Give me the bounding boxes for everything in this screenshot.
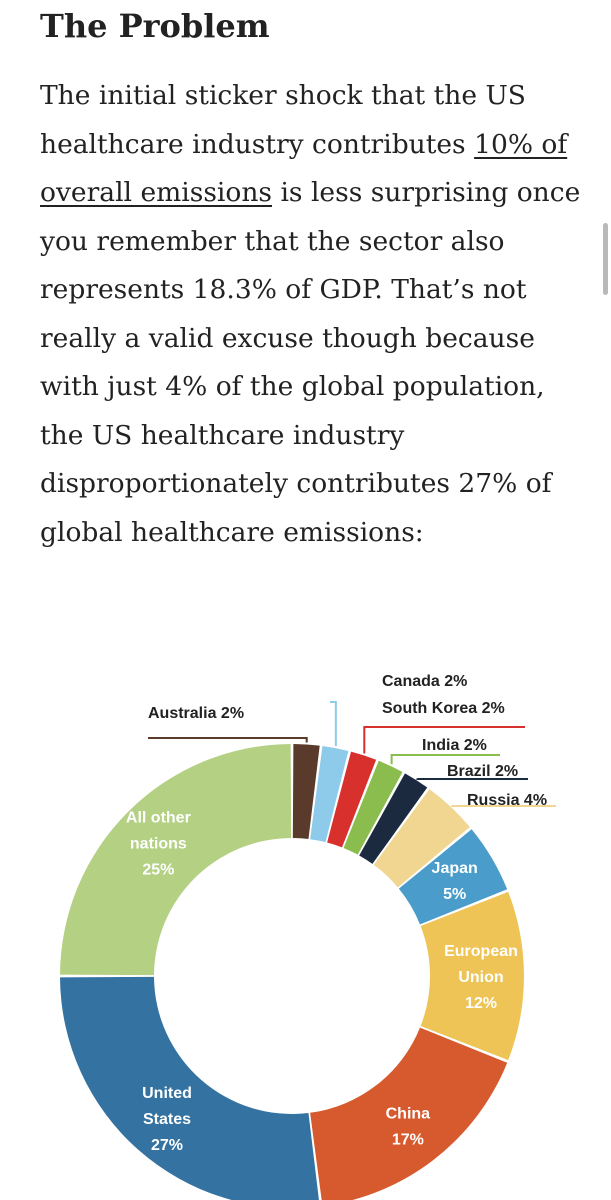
leader-line-south-korea-2 bbox=[363, 726, 525, 754]
paragraph-text-after-link: is less surprising once you remember tha… bbox=[40, 177, 581, 548]
emissions-link[interactable]: 10% of overall emissions bbox=[40, 128, 568, 209]
slice-label-australia-2: Australia 2% bbox=[148, 705, 244, 722]
article-paragraph: The initial sticker shock that the US he… bbox=[40, 72, 585, 557]
paragraph-text-before-link: The initial sticker shock that the US he… bbox=[40, 80, 526, 160]
slice-label-south-korea-2: South Korea 2% bbox=[382, 700, 505, 717]
slice-china-17 bbox=[310, 1027, 508, 1200]
slice-all-other-nations-25 bbox=[60, 744, 292, 976]
slice-label-brazil-2: Brazil 2% bbox=[447, 763, 518, 780]
leader-line-russia-4 bbox=[451, 805, 556, 807]
leader-line-india-2 bbox=[390, 754, 500, 765]
leader-line-brazil-2 bbox=[416, 778, 528, 780]
slice-brazil-2 bbox=[359, 773, 428, 864]
slice-united-states-27 bbox=[60, 976, 319, 1200]
slice-japan-5 bbox=[398, 829, 508, 925]
slice-label-china-17: China 17% bbox=[386, 1105, 431, 1148]
slice-label-canada-2: Canada 2% bbox=[382, 673, 467, 690]
section-heading: The Problem bbox=[40, 7, 270, 45]
slice-european-union-12 bbox=[420, 891, 524, 1061]
slice-label-european-union-12: European Union 12% bbox=[444, 943, 518, 1012]
slice-label-united-states-27: United States 27% bbox=[142, 1085, 192, 1154]
slice-label-india-2: India 2% bbox=[422, 737, 487, 754]
slice-india-2 bbox=[343, 760, 403, 855]
scrollbar-thumb[interactable] bbox=[603, 223, 608, 295]
slice-russia-4 bbox=[373, 789, 470, 888]
emissions-donut-chart: Australia 2% Canada 2% South Korea 2% India… bbox=[60, 673, 556, 1200]
slice-australia-2 bbox=[292, 744, 320, 839]
slice-canada-2 bbox=[310, 746, 349, 843]
slice-south-korea-2 bbox=[327, 751, 377, 848]
leader-line-australia-2 bbox=[148, 737, 308, 743]
slice-label-japan-5: Japan 5% bbox=[432, 860, 478, 903]
leader-line-canada-2 bbox=[330, 701, 337, 747]
slice-label-russia-4: Russia 4% bbox=[467, 792, 547, 809]
slice-label-all-other-nations-25: All other nations 25% bbox=[126, 809, 191, 878]
